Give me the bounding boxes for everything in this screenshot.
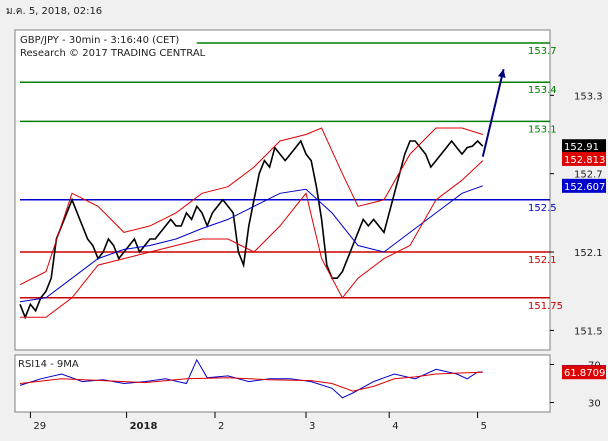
price-tag (562, 365, 606, 380)
x-tick-label: 3 (309, 421, 315, 432)
chart-subtitle: Research © 2017 TRADING CENTRAL (20, 48, 206, 59)
level-label: 153.1 (528, 124, 557, 135)
series-line (19, 127, 483, 286)
level-label: 153.7 (528, 46, 557, 57)
y-tick-label: 151.5 (574, 326, 603, 337)
rsi-title: RSI14 - 9MA (18, 359, 79, 370)
x-tick-label: 2018 (130, 421, 158, 432)
rsi-plot-area (14, 354, 551, 413)
price-tag (562, 151, 606, 166)
price-tag-label: 152.813 (564, 155, 605, 166)
level-lines: 153.7 153.4 153.1 152.5 152.1 151.75 (20, 42, 563, 312)
x-tick-label: 29 (33, 421, 46, 432)
level-label: 152.5 (528, 203, 557, 214)
rsi-y-tick-label: 30 (588, 399, 601, 410)
series-line (20, 160, 484, 318)
level-label: 151.75 (528, 301, 563, 312)
y-tick-label: 153.3 (574, 91, 603, 102)
chart-title: GBP/JPY - 30min - 3:16:40 (CET) (20, 35, 179, 46)
time-axis: 29 2018 2 3 4 5 (29, 412, 487, 432)
rsi-series (19, 358, 483, 399)
series-line (19, 185, 483, 303)
series-line (19, 139, 484, 320)
price-tag-label: 152.607 (564, 182, 605, 193)
price-tag (562, 178, 606, 193)
y-tick-label: 152.7 (574, 170, 603, 181)
y-tick-label: 152.1 (574, 248, 603, 259)
rsi-tags: 62.143261.8709 (562, 364, 606, 380)
x-tick-label: 4 (392, 421, 398, 432)
main-plot-area (14, 29, 551, 351)
projection-arrowhead (497, 69, 506, 78)
x-tick-label: 2 (218, 421, 224, 432)
projection-line (481, 68, 505, 157)
price-tag-label: 61.8709 (564, 368, 605, 379)
level-label: 152.1 (528, 255, 557, 266)
price-tag (562, 139, 606, 154)
price-series (19, 127, 484, 320)
timestamp-label: ม.ค. 5, 2018, 02:16 (6, 6, 103, 17)
projection-arrow (481, 68, 506, 157)
price-axis: 151.5 152.1 152.7 153.3 (550, 91, 603, 337)
series-line (19, 371, 483, 392)
level-label: 153.4 (528, 85, 557, 96)
x-tick-label: 5 (481, 421, 487, 432)
price-tags: 152.91 152.813 152.607 (562, 139, 606, 193)
price-tag-label: 152.91 (564, 142, 599, 153)
